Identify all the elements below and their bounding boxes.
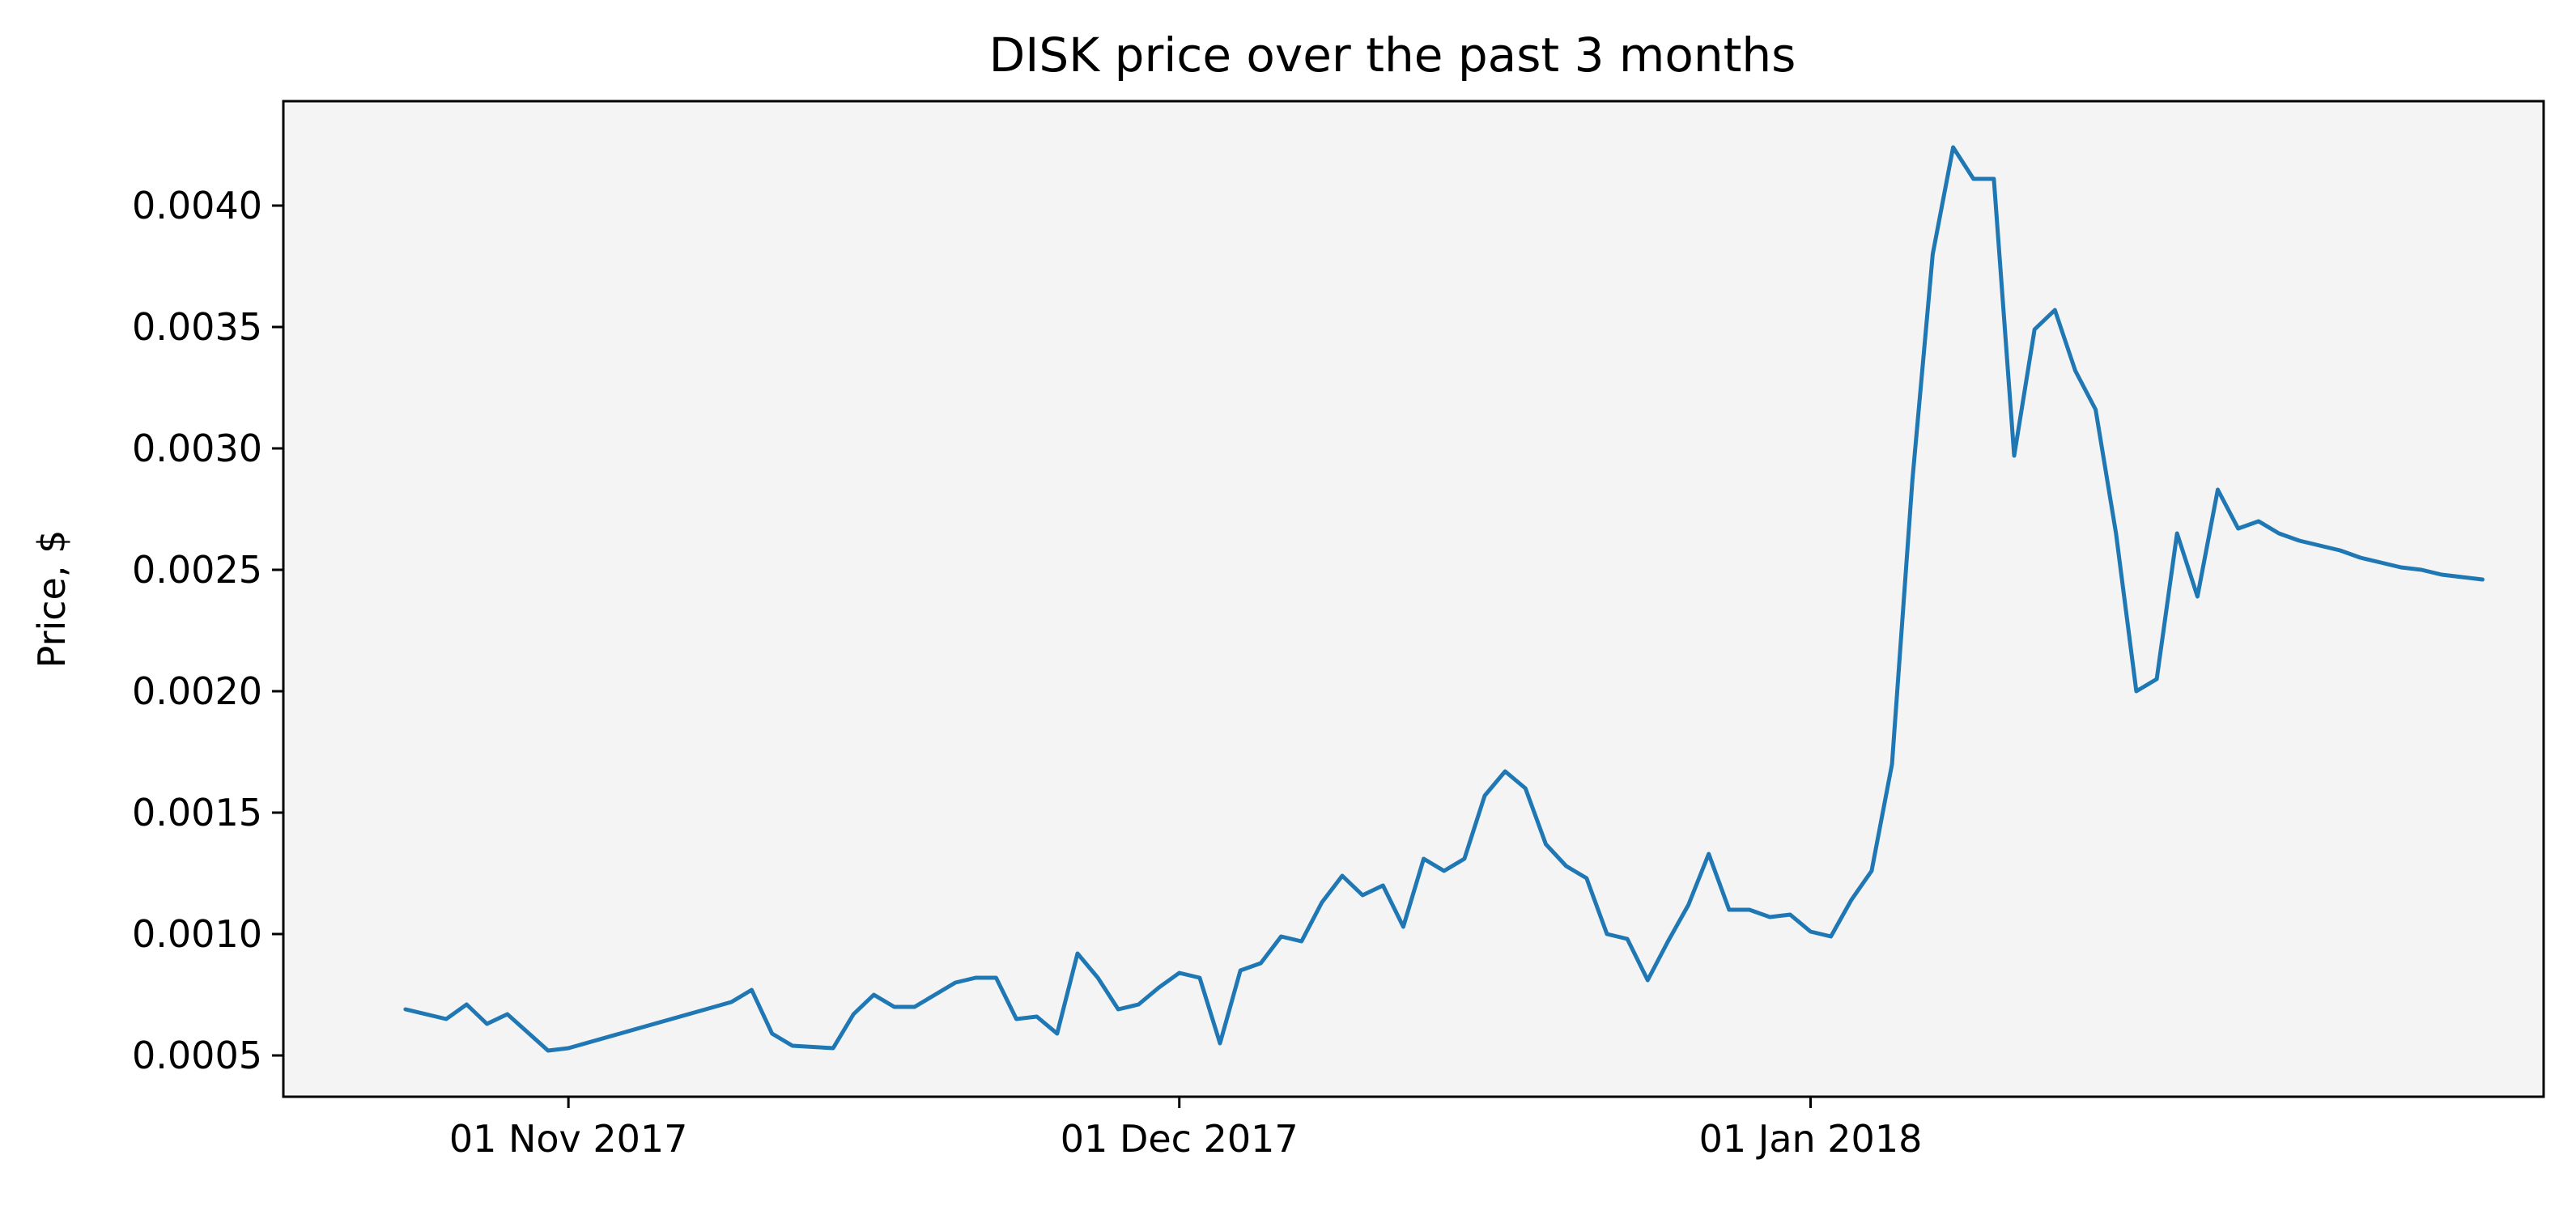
x-tick-label: 01 Dec 2017 bbox=[1061, 1117, 1299, 1161]
y-tick-label: 0.0025 bbox=[132, 548, 262, 592]
y-tick-label: 0.0035 bbox=[132, 305, 262, 349]
y-tick-label: 0.0030 bbox=[132, 427, 262, 470]
y-tick-label: 0.0010 bbox=[132, 912, 262, 956]
y-tick-label: 0.0005 bbox=[132, 1034, 262, 1077]
plot-frame bbox=[282, 100, 2545, 1098]
y-axis-label: Price, $ bbox=[30, 530, 74, 669]
plot-area bbox=[283, 101, 2544, 1097]
chart-title: DISK price over the past 3 months bbox=[989, 28, 1796, 83]
y-axis-ticks: 0.0005 0.0010 0.0015 0.0020 0.0025 0.0030 0.00… bbox=[132, 184, 283, 1077]
x-tick-label: 01 Jan 2018 bbox=[1699, 1117, 1923, 1161]
x-axis-ticks: 01 Nov 2017 01 Dec 2017 01 Jan 2018 bbox=[449, 1097, 1923, 1161]
y-tick-label: 0.0020 bbox=[132, 669, 262, 713]
y-tick-label: 0.0040 bbox=[132, 184, 262, 227]
series-layer bbox=[403, 145, 2485, 1053]
y-tick-label: 0.0015 bbox=[132, 791, 262, 834]
x-tick-label: 01 Nov 2017 bbox=[449, 1117, 688, 1161]
